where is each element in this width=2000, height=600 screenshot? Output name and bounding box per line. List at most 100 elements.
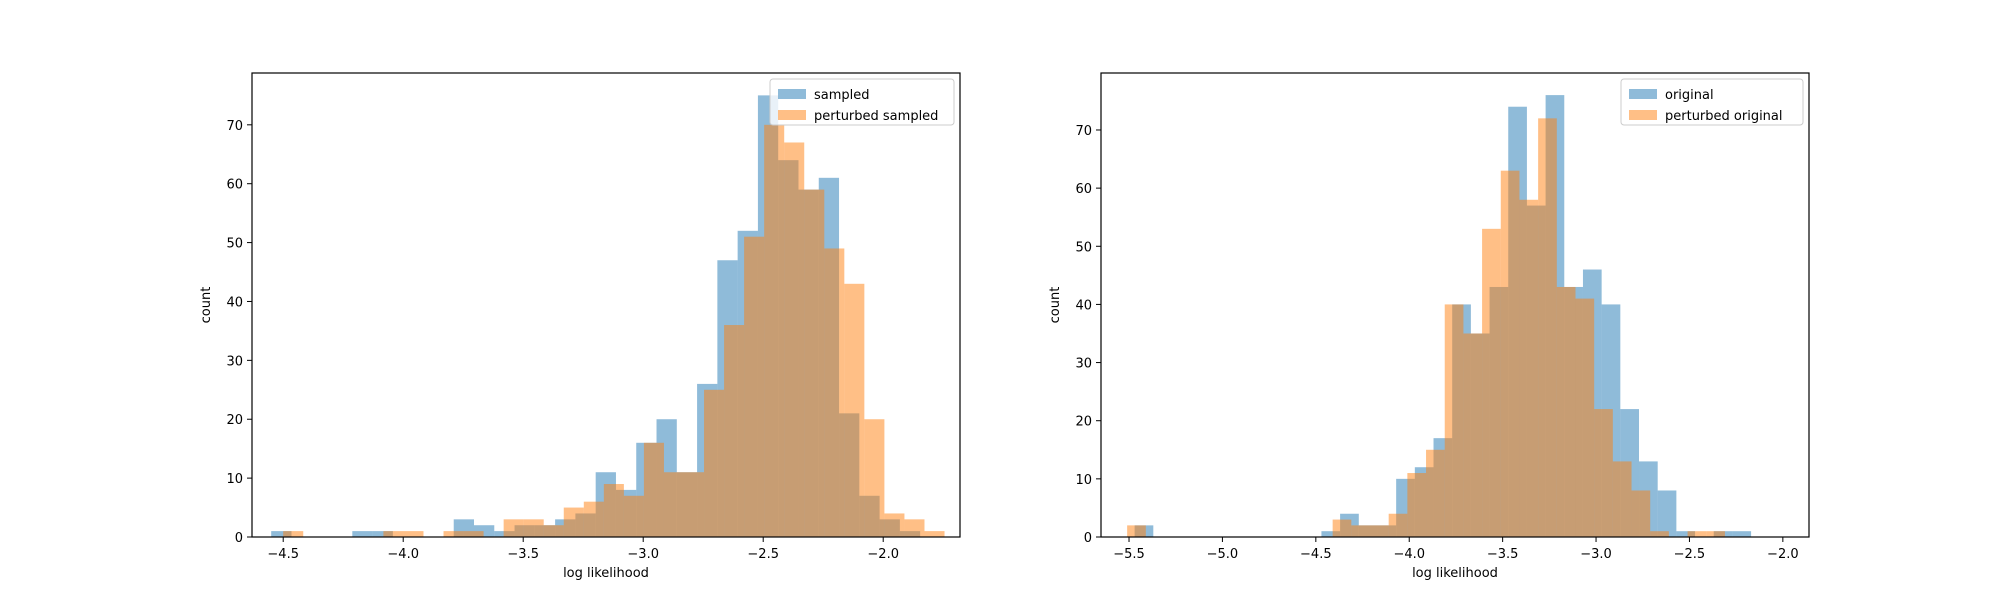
- histogram-bar: [443, 531, 464, 537]
- histogram-bar: [623, 495, 644, 537]
- x-tick-label: −4.0: [387, 547, 419, 562]
- histogram-bar: [372, 531, 393, 537]
- x-tick-label: −4.5: [267, 547, 299, 562]
- histogram-bar: [271, 531, 292, 537]
- histogram-bar: [1463, 333, 1483, 537]
- x-tick-label: −3.5: [507, 547, 539, 562]
- histogram-bar: [503, 519, 524, 537]
- histogram-bar: [523, 519, 544, 537]
- histogram-bar: [844, 283, 865, 537]
- histogram-bar: [563, 507, 584, 537]
- y-tick-label: 50: [226, 237, 243, 252]
- axes-frame: [251, 72, 961, 538]
- histogram-bar: [463, 531, 484, 537]
- histogram-bar: [352, 531, 373, 537]
- histogram-bar: [283, 531, 304, 537]
- series-1-bars: [283, 124, 945, 538]
- histogram-bar: [1657, 490, 1677, 537]
- x-tick-label: −5.5: [1113, 547, 1145, 562]
- y-tick-label: 20: [1075, 415, 1092, 430]
- histogram-bar: [1444, 304, 1464, 537]
- x-tick-label: −3.0: [1580, 547, 1612, 562]
- y-axis-label: count: [1048, 287, 1063, 324]
- histogram-bar: [784, 142, 805, 538]
- histogram-bar: [1407, 473, 1427, 537]
- y-tick-label: 70: [226, 119, 243, 134]
- histogram-bar: [1631, 490, 1651, 537]
- histogram-bar: [924, 531, 945, 537]
- legend-label: sampled: [814, 88, 870, 103]
- legend: original perturbed original: [1620, 78, 1804, 126]
- left-histogram: −4.5 −4.0 −3.5 −3.0 −2.5 −2.0 0 10 20 30 40 50 60 70 l…: [199, 72, 961, 581]
- histogram-bar: [603, 484, 624, 537]
- histogram-bar: [1370, 525, 1389, 537]
- legend-label: perturbed original: [1665, 109, 1783, 124]
- histogram-bar: [884, 513, 905, 537]
- histogram-bar: [1321, 531, 1341, 537]
- histogram-bar: [1687, 531, 1707, 537]
- histogram-bar: [1482, 228, 1501, 537]
- histogram-bar: [864, 419, 885, 537]
- legend-label: perturbed sampled: [814, 109, 938, 124]
- histogram-bar: [403, 531, 424, 537]
- right-histogram: −5.5 −5.0 −4.5 −4.0 −3.5 −3.0 −2.5 −2.0 0 10 20 30 4…: [1048, 72, 1810, 581]
- histogram-bar: [1388, 513, 1408, 537]
- histogram-bar: [383, 531, 404, 537]
- y-tick-label: 10: [1075, 473, 1092, 488]
- histogram-bar: [1500, 170, 1520, 537]
- x-tick-label: −2.0: [867, 547, 899, 562]
- histogram-bar: [643, 442, 664, 537]
- axes-frame: [1100, 72, 1810, 538]
- x-tick-label: −2.0: [1767, 547, 1799, 562]
- legend-box: [1620, 78, 1804, 126]
- histogram-bar: [1127, 525, 1146, 537]
- y-tick-label: 40: [226, 295, 243, 310]
- legend-swatch: [1629, 89, 1657, 99]
- x-axis-label: log likelihood: [1412, 566, 1498, 581]
- x-tick-label: −4.0: [1393, 547, 1425, 562]
- histogram-bar: [804, 189, 825, 537]
- histogram-bar: [1426, 449, 1445, 537]
- histogram-bar: [744, 236, 765, 537]
- histogram-bar: [824, 248, 845, 537]
- histogram-bar: [583, 501, 604, 537]
- x-tick-label: −3.5: [1487, 547, 1519, 562]
- x-tick-label: −2.5: [747, 547, 779, 562]
- histogram-bar: [1332, 519, 1352, 537]
- y-tick-label: 30: [1075, 357, 1092, 372]
- histogram-bar: [764, 124, 785, 537]
- y-tick-label: 0: [235, 531, 243, 546]
- y-tick-label: 70: [1075, 124, 1092, 139]
- histogram-bar: [1519, 199, 1539, 537]
- histogram-bar: [1676, 531, 1696, 537]
- x-tick-label: −5.0: [1207, 547, 1239, 562]
- histogram-bar: [1556, 286, 1576, 537]
- histogram-bar: [663, 472, 684, 537]
- y-tick-label: 10: [226, 472, 243, 487]
- histogram-bar: [704, 389, 725, 537]
- x-tick-label: −2.5: [1674, 547, 1706, 562]
- histogram-bar: [1612, 461, 1632, 537]
- y-tick-label: 50: [1075, 240, 1092, 255]
- histogram-bar: [543, 525, 564, 537]
- x-axis-label: log likelihood: [563, 566, 649, 581]
- histogram-bar: [1594, 409, 1613, 537]
- y-tick-label: 30: [226, 354, 243, 369]
- histogram-bar: [1538, 118, 1557, 537]
- y-tick-label: 60: [226, 178, 243, 193]
- y-tick-label: 60: [1075, 182, 1092, 197]
- legend-label: original: [1665, 88, 1714, 103]
- histogram-bar: [1351, 525, 1370, 537]
- y-tick-label: 20: [226, 413, 243, 428]
- legend: sampled perturbed sampled: [769, 78, 955, 126]
- x-tick-label: −4.5: [1300, 547, 1332, 562]
- histogram-bar: [1706, 531, 1725, 537]
- y-tick-label: 0: [1084, 531, 1092, 546]
- histogram-bar: [1650, 531, 1669, 537]
- histogram-bar: [1732, 531, 1752, 537]
- histogram-bar: [474, 525, 495, 537]
- legend-swatch: [1629, 110, 1657, 120]
- x-tick-label: −3.0: [627, 547, 659, 562]
- histogram-bar: [724, 325, 745, 537]
